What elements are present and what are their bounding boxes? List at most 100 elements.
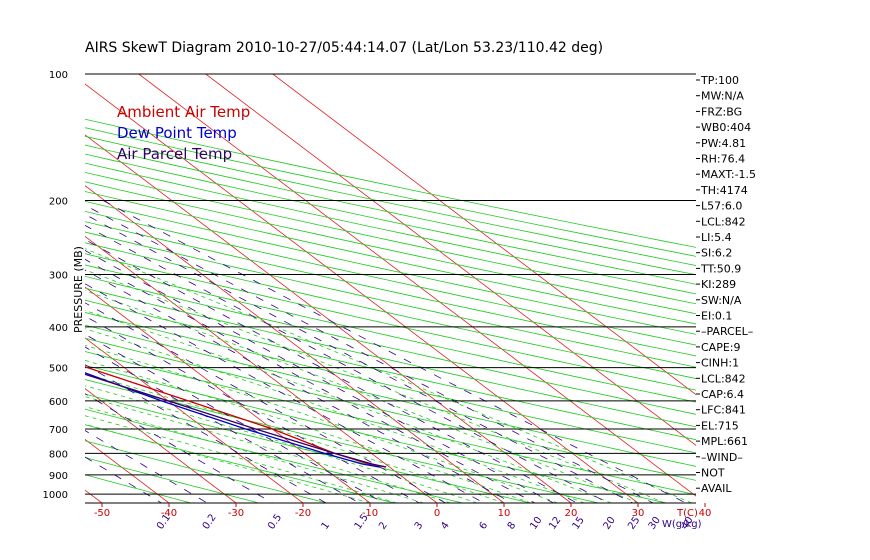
mixing-ratio-label: 3: [413, 520, 426, 532]
mixing-ratio-label: 6: [478, 520, 491, 532]
mixing-ratio-line: [85, 302, 446, 503]
mixing-ratio-line: [85, 315, 420, 503]
dry-adiabat-line: [85, 440, 327, 503]
bottom-temp-tick-label: 20: [565, 508, 578, 519]
dry-adiabat-line: [85, 221, 696, 357]
stability-index: NOT: [701, 467, 725, 480]
stability-index: TP:100: [700, 74, 739, 87]
stability-index: LCL:842: [701, 215, 746, 228]
isotherm-line: [205, 74, 696, 446]
stability-index: LI:5.4: [701, 231, 732, 244]
mixing-ratio-label: 1: [320, 520, 333, 532]
dry-adiabat-line: [85, 242, 696, 379]
pressure-tick-label: 600: [49, 397, 68, 408]
chart-legend: Ambient Air Temp Dew Point Temp Air Parcel…: [117, 103, 250, 163]
bottom-temp-tick-label: 30: [632, 508, 645, 519]
stability-index: RH:76.4: [701, 153, 745, 166]
isotherm-line: [0, 74, 35, 503]
mixing-ratio-label: 20: [602, 515, 618, 532]
stability-index: AVAIL: [701, 482, 732, 495]
dry-adiabat-line: [85, 118, 696, 248]
stability-index: LFC:841: [701, 404, 746, 417]
stability-indices-panel: TP:100 MW:N/A FRZ:BG WB0:404 PW:4.81 RH:76.4 M…: [696, 74, 756, 495]
dry-adiabat-line: [85, 162, 696, 295]
stability-index: CAP:6.4: [701, 388, 744, 401]
dry-adiabat-line: [85, 299, 696, 441]
dry-adiabat-line: [85, 127, 696, 257]
isotherm-line: [85, 337, 304, 503]
moist-adiabat-line: [85, 328, 585, 503]
moist-adiabat-line: [85, 269, 665, 503]
mixing-ratio-label: 2: [377, 520, 390, 532]
mixing-ratio-label: 8: [506, 520, 519, 532]
legend-entry: Air Parcel Temp: [117, 145, 232, 163]
bottom-temp-tick-label: -40: [161, 508, 177, 519]
isotherm-line: [272, 74, 696, 396]
stability-index: EL:715: [701, 419, 739, 432]
dry-adiabat-line: [85, 181, 696, 315]
mixing-ratio-line: [85, 456, 162, 503]
y-axis-label: PRESSURE (MB): [72, 246, 85, 333]
isotherm-line: [85, 185, 505, 503]
dry-adiabat-line: [85, 191, 696, 325]
stability-index: EI:0.1: [701, 310, 732, 323]
dry-adiabat-line: [85, 351, 696, 496]
bottom-temp-tick-label: -30: [228, 508, 244, 519]
dry-adiabat-line: [85, 153, 696, 285]
dry-adiabat-line: [85, 231, 696, 368]
pressure-tick-label: 700: [49, 425, 68, 436]
dry-adiabat-line: [85, 312, 696, 454]
mixing-unit-label: W(g/kg): [662, 519, 702, 530]
stability-index: CAPE:9: [701, 341, 741, 354]
bottom-temp-tick-label: -50: [94, 508, 110, 519]
profile-line: [85, 372, 380, 468]
mixing-ratio-line: [85, 204, 654, 503]
mixing-ratio-line: [85, 213, 633, 503]
dry-adiabat-line: [85, 287, 696, 428]
isotherm-line: [85, 235, 438, 503]
pressure-tick-label: 400: [49, 323, 68, 334]
pressure-tick-label: 1000: [43, 490, 68, 501]
dry-adiabat-line: [85, 424, 395, 503]
bottom-temp-tick-label: 10: [498, 508, 511, 519]
moist-adiabat-line: [85, 406, 424, 503]
dry-adiabat-line: [85, 171, 696, 305]
mixing-ratio-label: 10: [528, 515, 544, 532]
isobar-lines: [85, 73, 696, 504]
mixing-ratio-label: 12: [547, 515, 563, 532]
stability-index: SI:6.2: [701, 247, 732, 260]
dry-adiabat-line: [85, 324, 696, 467]
dry-adiabat-line: [85, 275, 696, 415]
mixing-ratio-line: [85, 258, 536, 503]
dry-adiabat-line: [85, 144, 696, 276]
mixing-ratio-line: [85, 224, 609, 503]
moist-adiabat-line: [85, 310, 612, 503]
stability-index: WB0:404: [701, 121, 751, 134]
dry-adiabat-line: [85, 210, 696, 346]
stability-index: FRZ:BG: [701, 105, 742, 118]
mixing-ratio-label: 4: [439, 520, 452, 532]
stability-index: TH:4174: [700, 184, 748, 197]
mixing-ratio-line: [85, 239, 578, 503]
stability-index: PW:4.81: [701, 137, 746, 150]
moist-adiabat-line: [85, 373, 505, 503]
mixing-ratio-label: 30: [647, 515, 663, 532]
moist-adiabat-line: [85, 423, 371, 503]
legend-entry: Dew Point Temp: [117, 124, 237, 142]
stability-index: CINH:1: [701, 357, 739, 370]
pressure-tick-label: 800: [49, 449, 68, 460]
pressure-tick-label: 500: [49, 364, 68, 375]
profile-line: [85, 373, 387, 468]
dry-adiabat-line: [85, 457, 259, 503]
sounding-profiles: [85, 366, 387, 468]
dry-adiabat-line: [85, 264, 696, 403]
stability-index: MPL:661: [701, 435, 748, 448]
dry-adiabat-line: [85, 393, 531, 503]
isotherm-line: [138, 74, 696, 497]
moist-adiabat-line: [85, 290, 639, 503]
pressure-axis: 100 200 300 400 500 600 700 800 900 1000: [43, 70, 68, 501]
stability-index: LCL:842: [701, 372, 746, 385]
stability-index: –PARCEL–: [701, 325, 753, 338]
mixing-ratio-label: 0.2: [201, 512, 219, 531]
